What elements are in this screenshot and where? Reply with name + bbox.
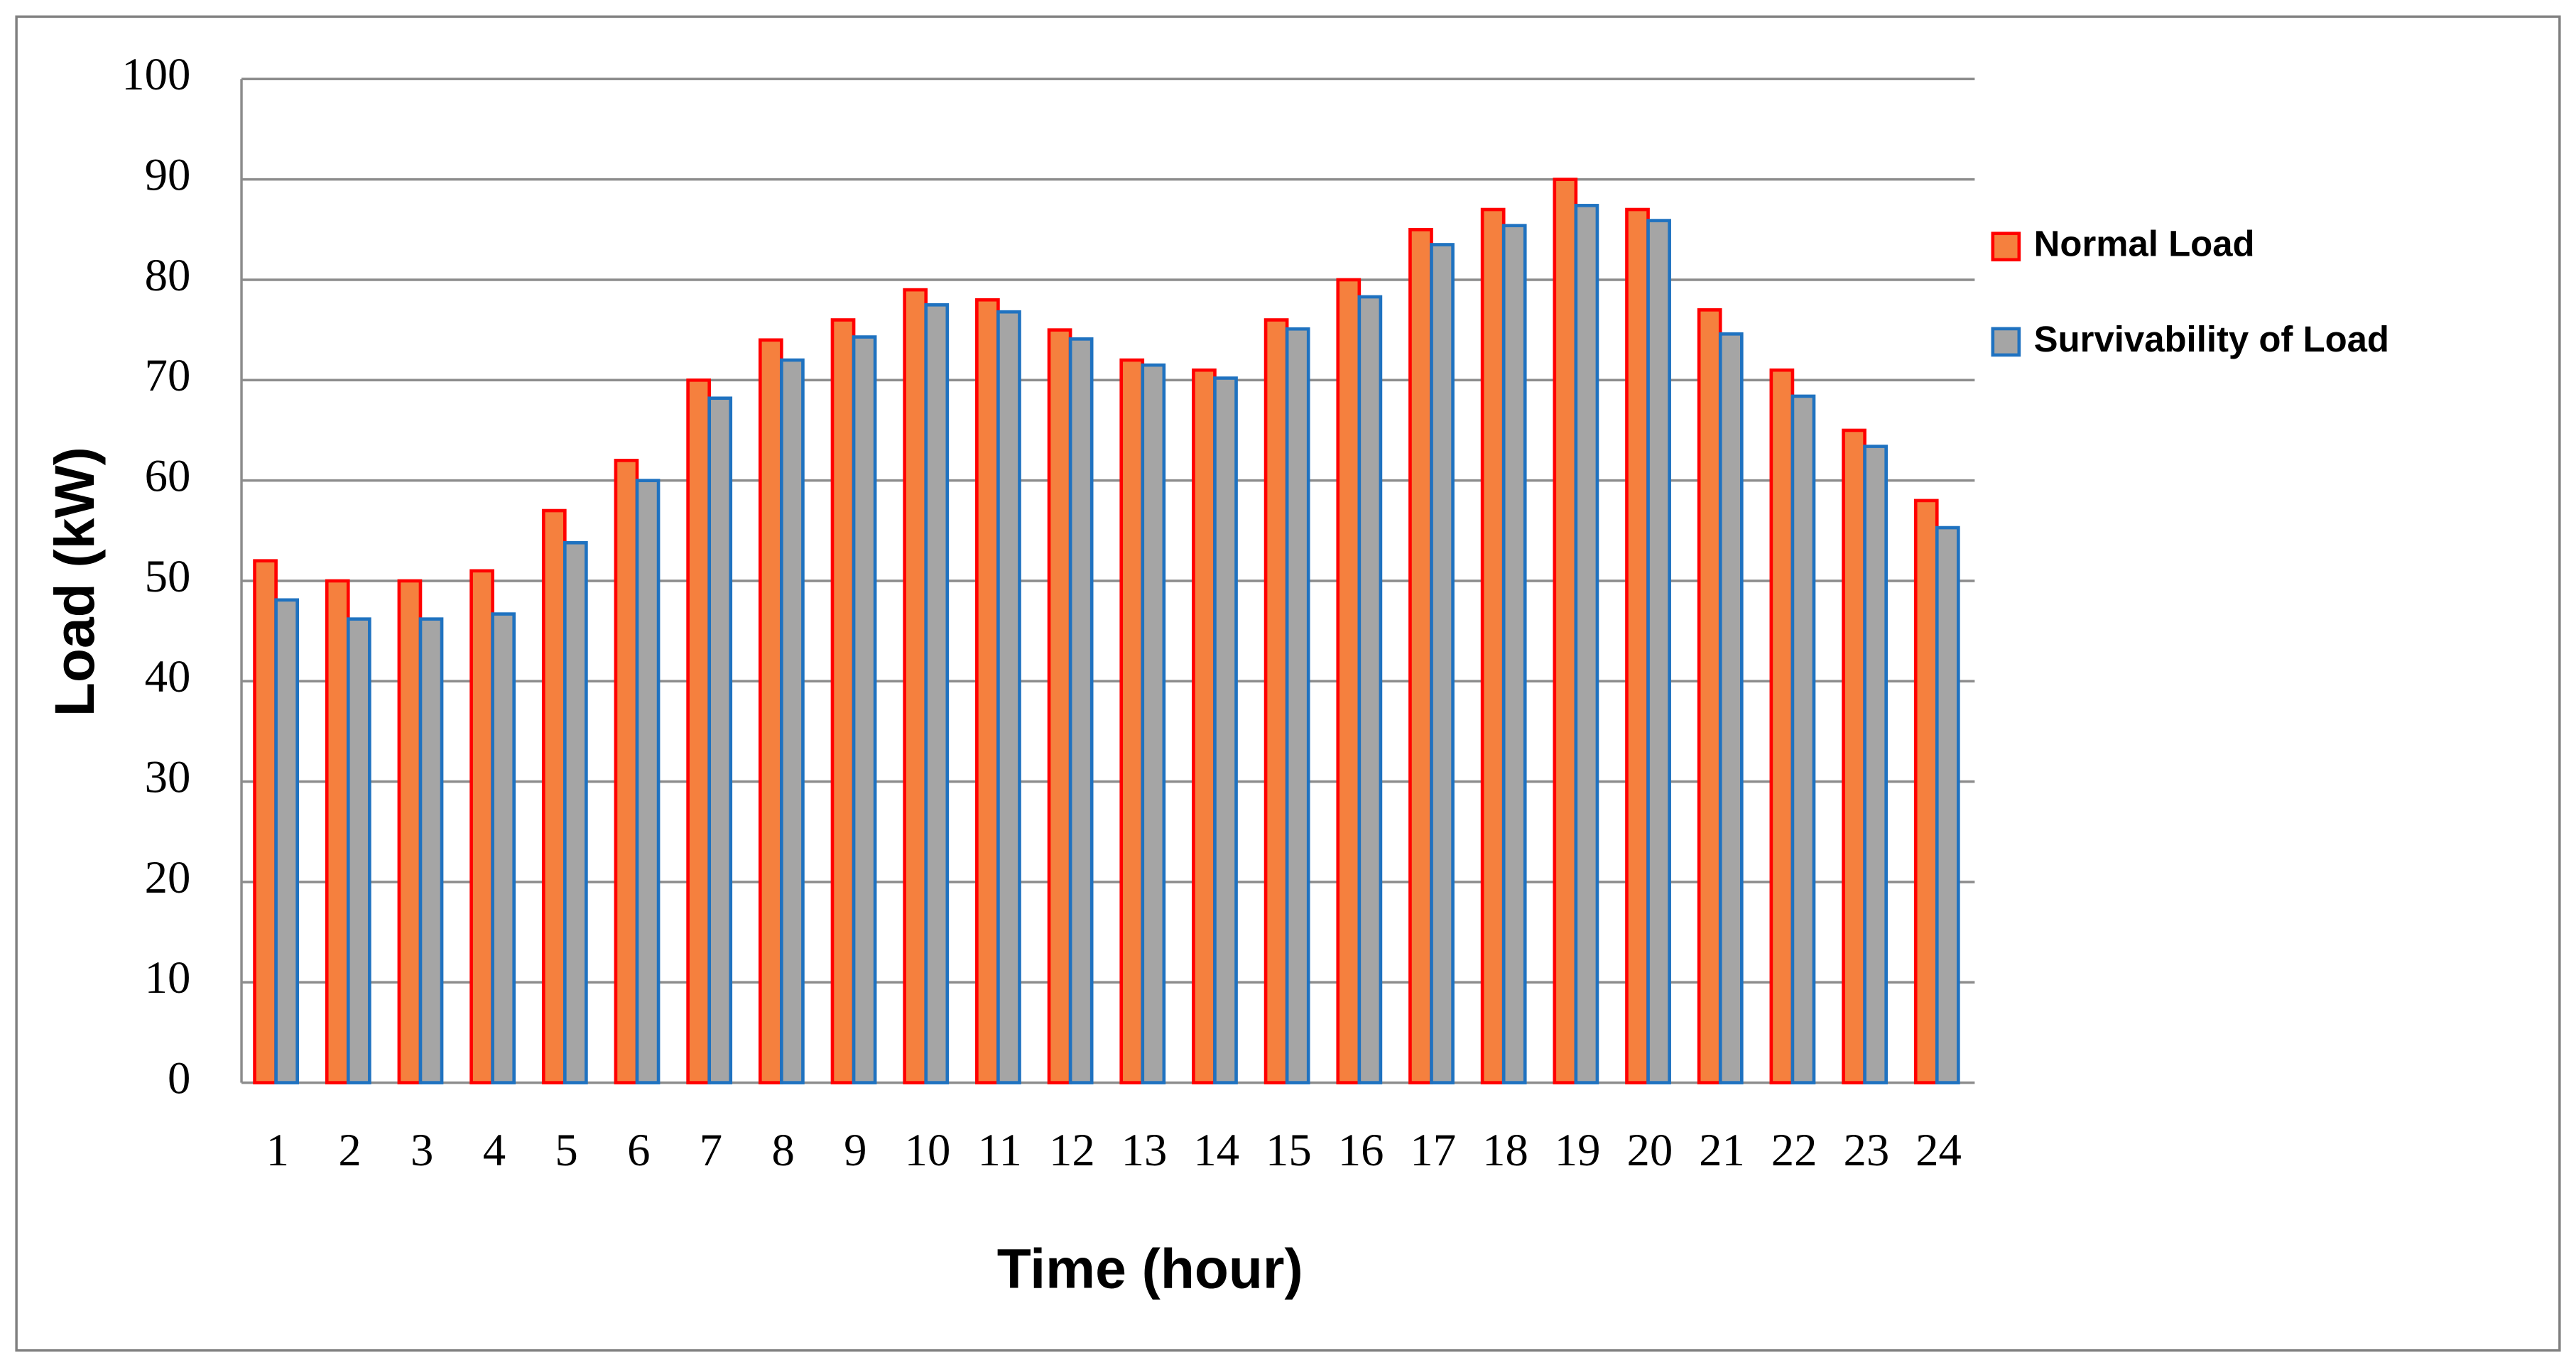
- y-tick-label: 10: [145, 952, 191, 1003]
- bar: [852, 335, 877, 1084]
- x-tick-label: 8: [771, 1125, 794, 1176]
- x-tick-label: 15: [1266, 1125, 1312, 1176]
- x-tick-label: 18: [1482, 1125, 1528, 1176]
- bar: [1192, 368, 1217, 1084]
- bar: [1480, 207, 1506, 1084]
- bar: [1408, 227, 1433, 1084]
- bar: [707, 396, 733, 1084]
- legend-swatch: [1991, 327, 2021, 357]
- bar: [614, 459, 639, 1084]
- x-tick-label: 14: [1193, 1125, 1239, 1176]
- y-tick-label: 60: [145, 450, 191, 501]
- bar: [1285, 327, 1310, 1084]
- x-tick-label: 17: [1410, 1125, 1456, 1176]
- bar: [1068, 337, 1094, 1084]
- x-tick-label: 20: [1626, 1125, 1673, 1176]
- bar: [418, 617, 444, 1084]
- bar: [491, 612, 516, 1084]
- bar: [274, 598, 299, 1084]
- bar: [1501, 224, 1527, 1084]
- bar: [1336, 278, 1362, 1084]
- x-tick-label: 12: [1049, 1125, 1095, 1176]
- y-tick-label: 30: [145, 751, 191, 802]
- x-tick-label: 24: [1915, 1125, 1962, 1176]
- bar: [1935, 526, 1960, 1084]
- x-tick-label: 3: [411, 1125, 433, 1176]
- y-tick-label: 20: [145, 852, 191, 903]
- x-axis-title: Time (hour): [997, 1238, 1303, 1300]
- x-tick-label: 13: [1121, 1125, 1168, 1176]
- x-tick-label: 16: [1338, 1125, 1384, 1176]
- x-tick-label: 9: [844, 1125, 866, 1176]
- bar: [1141, 363, 1166, 1084]
- bar: [1697, 308, 1722, 1084]
- bar: [469, 569, 494, 1084]
- bar: [1718, 332, 1744, 1084]
- bar: [1842, 428, 1866, 1084]
- bar: [1574, 204, 1599, 1084]
- bar: [780, 358, 805, 1084]
- bar: [686, 378, 712, 1084]
- bar: [1769, 368, 1795, 1084]
- bar: [758, 338, 783, 1084]
- x-tick-label: 21: [1699, 1125, 1745, 1176]
- x-tick-label: 10: [905, 1125, 951, 1176]
- x-tick-label: 1: [266, 1125, 289, 1176]
- x-tick-label: 23: [1843, 1125, 1889, 1176]
- y-tick-label: 70: [145, 350, 191, 401]
- y-tick-label: 90: [145, 149, 191, 200]
- bar: [1646, 219, 1671, 1084]
- x-tick-label: 5: [555, 1125, 577, 1176]
- bar: [1430, 243, 1455, 1084]
- bar: [635, 479, 661, 1084]
- legend-swatch: [1991, 232, 2021, 262]
- bar: [1263, 318, 1289, 1084]
- y-tick-label: 80: [145, 250, 191, 301]
- bar: [996, 310, 1021, 1084]
- bar: [1553, 178, 1578, 1084]
- bar: [1213, 376, 1238, 1084]
- x-tick-label: 2: [338, 1125, 361, 1176]
- bar: [1119, 358, 1145, 1084]
- x-tick-label: 6: [627, 1125, 650, 1176]
- bar: [1913, 499, 1939, 1084]
- bar: [1625, 207, 1650, 1084]
- y-tick-label: 100: [121, 49, 190, 100]
- x-tick-label: 7: [700, 1125, 722, 1176]
- y-tick-label: 40: [145, 651, 191, 702]
- x-tick-label: 11: [978, 1125, 1022, 1176]
- bar: [346, 617, 371, 1084]
- bar: [1790, 394, 1816, 1084]
- bar: [325, 579, 350, 1084]
- bar: [830, 318, 856, 1084]
- y-axis-title: Load (kW): [43, 447, 106, 717]
- x-tick-label: 4: [483, 1125, 506, 1176]
- bar: [563, 540, 588, 1084]
- y-tick-label: 0: [168, 1052, 190, 1104]
- x-tick-label: 19: [1555, 1125, 1601, 1176]
- legend-label: Survivability of Load: [2034, 319, 2389, 359]
- bar: [1863, 445, 1888, 1084]
- bar: [924, 303, 950, 1084]
- y-tick-label: 50: [145, 551, 191, 602]
- legend-label: Normal Load: [2034, 224, 2255, 264]
- bar: [1047, 328, 1072, 1084]
- bar: [253, 559, 278, 1084]
- bar: [541, 508, 567, 1084]
- bar: [975, 298, 1000, 1084]
- bar: [1357, 295, 1383, 1084]
- x-tick-label: 22: [1771, 1125, 1817, 1176]
- bar: [397, 579, 423, 1084]
- bar: [903, 288, 928, 1084]
